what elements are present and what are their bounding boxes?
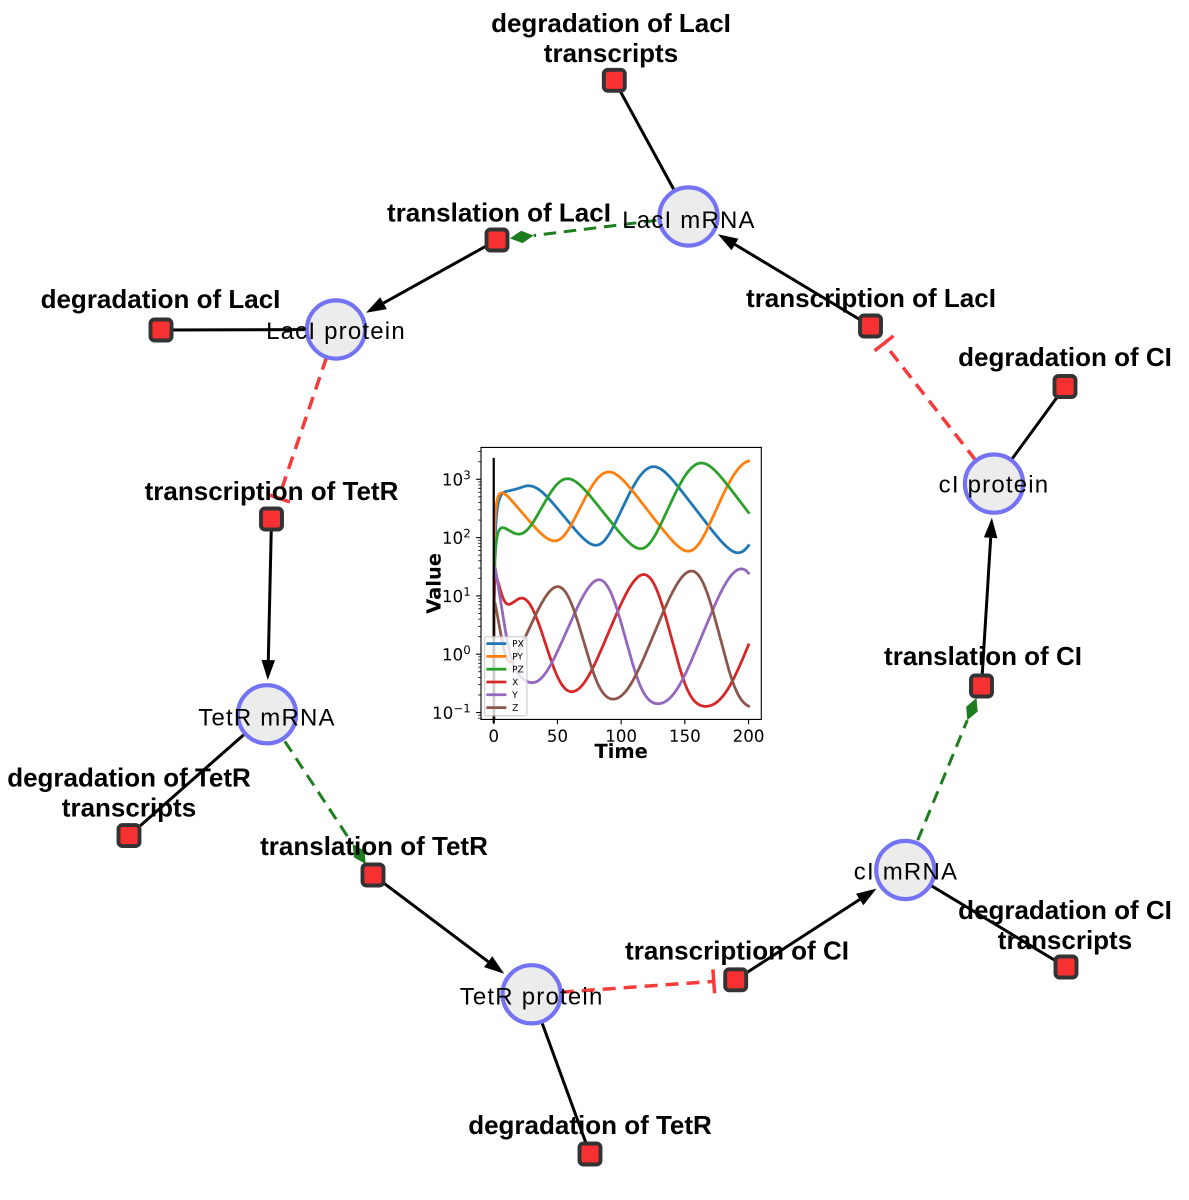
svg-text:cI mRNA: cI mRNA	[854, 858, 958, 885]
svg-text:transcription of TetR: transcription of TetR	[145, 476, 399, 506]
svg-text:degradation of TetR: degradation of TetR	[7, 763, 251, 793]
svg-text:translation of CI: translation of CI	[884, 641, 1082, 671]
svg-text:transcription of LacI: transcription of LacI	[746, 283, 996, 313]
svg-text:degradation of CI: degradation of CI	[958, 895, 1172, 925]
svg-text:transcripts: transcripts	[998, 925, 1132, 955]
svg-text:LacI mRNA: LacI mRNA	[622, 207, 756, 234]
svg-text:translation of LacI: translation of LacI	[387, 198, 611, 228]
svg-text:transcripts: transcripts	[62, 793, 196, 823]
svg-text:transcription of CI: transcription of CI	[625, 936, 849, 966]
svg-text:transcripts: transcripts	[544, 38, 678, 68]
svg-text:degradation of LacI: degradation of LacI	[41, 284, 281, 314]
svg-text:degradation of TetR: degradation of TetR	[468, 1110, 712, 1140]
svg-text:degradation of CI: degradation of CI	[958, 342, 1172, 372]
svg-text:degradation of LacI: degradation of LacI	[491, 8, 731, 38]
svg-text:TetR mRNA: TetR mRNA	[198, 704, 335, 731]
svg-text:translation of TetR: translation of TetR	[260, 831, 488, 861]
svg-text:TetR protein: TetR protein	[460, 984, 604, 1011]
svg-text:LacI protein: LacI protein	[266, 318, 406, 345]
svg-text:cI protein: cI protein	[939, 472, 1050, 499]
